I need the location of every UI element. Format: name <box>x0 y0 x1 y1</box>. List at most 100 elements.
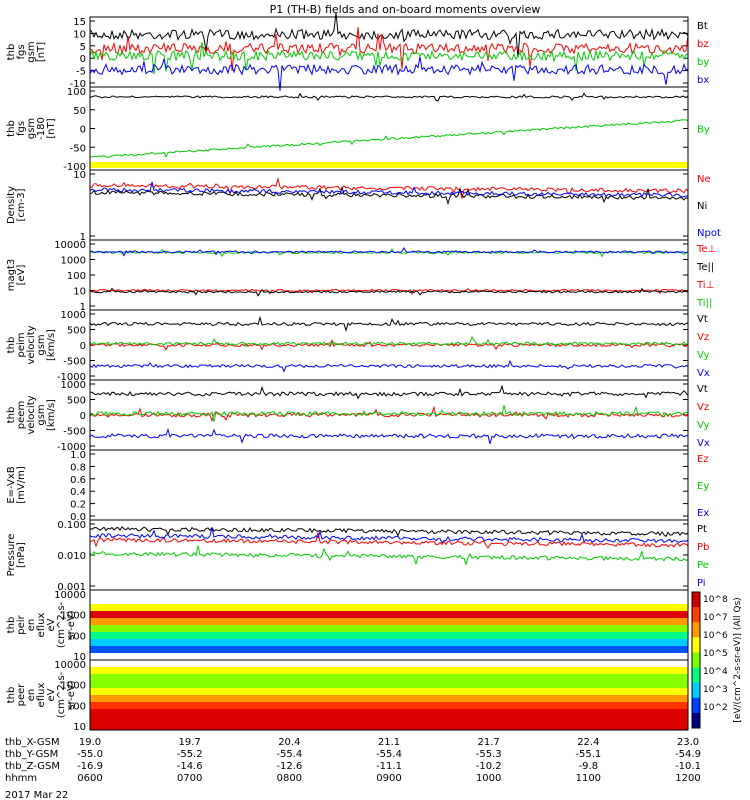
x-tick-label: 19.7 <box>179 737 201 748</box>
y-label-line: gsm <box>26 41 37 62</box>
spectrogram-band <box>90 604 688 612</box>
tick-label: 100 <box>67 701 86 712</box>
y-label-line: peim <box>16 332 27 357</box>
series-line <box>89 56 689 91</box>
series-line <box>89 405 689 422</box>
series-line <box>89 181 689 198</box>
x-tick-label: 1100 <box>576 773 601 784</box>
legend-entry: bx <box>697 75 709 86</box>
spectrogram-band <box>90 639 688 647</box>
y-label-line: (cm^2-s- <box>56 601 67 648</box>
y-label-line: eV <box>46 618 57 631</box>
y-label-line: [eV] <box>16 265 27 286</box>
legend-entry: bz <box>697 39 709 50</box>
tick-label: 0.8 <box>70 462 86 473</box>
date-label: 2017 Mar 22 <box>5 790 68 800</box>
tick-label: -10 <box>70 79 86 90</box>
series-line <box>89 405 689 423</box>
x-tick-label: -55.4 <box>376 749 402 760</box>
tick-label: 0.0 <box>70 512 86 523</box>
y-label-line: thb <box>6 337 17 354</box>
y-label-line: fgs <box>16 121 27 136</box>
spectrogram-band <box>90 716 688 724</box>
y-label-line: [cm-3] <box>16 188 27 221</box>
spectrogram-band <box>90 625 688 633</box>
colorbar-tick-label: 10^6 <box>703 631 728 641</box>
legend-entry: Pi <box>697 578 706 589</box>
y-label-line: thb <box>6 407 17 424</box>
x-tick-label: 21.7 <box>478 737 500 748</box>
spectrogram-band <box>90 597 688 604</box>
x-tick-label: -14.6 <box>177 761 203 772</box>
panel-temp: 10000 1000 100 10 1 magt3 [eV] Te⊥ Te|| Ti⊥ Ti|| <box>6 239 716 313</box>
y-label-line: eV <box>46 688 57 701</box>
legend-entry: Vy <box>697 420 710 431</box>
spectrogram-band <box>90 695 688 703</box>
x-tick-label: 0600 <box>77 773 102 784</box>
tick-label: 100 <box>67 87 86 98</box>
tick-label: 10 <box>73 722 86 733</box>
panel-frame <box>89 659 689 731</box>
tick-label: 0.4 <box>70 487 86 498</box>
spectrogram-band <box>90 667 688 675</box>
tick-label: 15 <box>73 17 86 28</box>
panel-fgs2: 100 50 0 -50 -100 thb fgs gsm -180 [nT] By <box>6 86 710 173</box>
x-tick-label: 23.0 <box>677 737 699 748</box>
spectrogram-band <box>90 618 688 626</box>
tick-label: 10 <box>73 287 86 298</box>
colorbar-swatch <box>692 607 700 623</box>
spectrogram-band <box>90 590 688 597</box>
series-line <box>89 384 689 400</box>
tick-label: -1000 <box>57 372 86 383</box>
spectrogram-band <box>90 723 688 731</box>
tick-label: 10 <box>73 170 86 181</box>
series-line <box>90 532 689 549</box>
series-line <box>89 92 689 102</box>
panel-peim: 1000 500 0 -500 -1000 thb peim velocity gsm [km/s… <box>6 309 710 383</box>
y-label-line: Density <box>6 186 17 224</box>
legend-entry: Ey <box>697 481 709 492</box>
spectrogram-band <box>90 702 688 710</box>
series-line <box>89 119 689 158</box>
x-row-label: thb_X-GSM <box>5 737 60 748</box>
spectrogram-band <box>90 660 688 667</box>
panel-frame <box>89 169 689 241</box>
tick-label: -1000 <box>57 442 86 453</box>
figure-title: P1 (TH-B) fields and on-board moments ov… <box>270 3 541 16</box>
tick-label: -5 <box>76 67 86 78</box>
y-label-line: velocity <box>26 395 37 434</box>
tick-label: 0.010 <box>57 551 86 562</box>
series-line <box>89 185 689 206</box>
legend-entry: Vz <box>697 332 709 343</box>
tick-label: 1.0 <box>70 450 86 461</box>
y-label-line: thb <box>6 687 17 704</box>
legend-entry: Te|| <box>696 262 714 273</box>
panel-peer: 10000 1000 100 10 thb peer en eflux eV (cm^2-s-sr… <box>6 659 689 733</box>
colorbar: 10^8 10^7 10^6 10^5 10^4 10^3 10^2 [eV/(cm^2-s-… <box>691 591 743 729</box>
x-tick-label: -11.1 <box>376 761 402 772</box>
legend-entry: Vx <box>697 368 710 379</box>
legend-entry: Vt <box>697 384 708 395</box>
tick-label: 500 <box>67 396 86 407</box>
series-line <box>89 526 689 538</box>
tick-label: 10000 <box>54 660 86 671</box>
x-row-label: thb_Y-GSM <box>5 749 58 760</box>
y-label-line: peem <box>16 401 27 429</box>
panel-density: 10 1 Density [cm-3] Ne Ni Npot <box>6 169 721 243</box>
x-tick-label: -9.8 <box>579 761 599 772</box>
y-label-line: en <box>26 689 37 702</box>
x-tick-label: 0900 <box>376 773 401 784</box>
y-label-line: [nPa] <box>16 542 27 568</box>
legend-entry: Ti|| <box>696 298 712 309</box>
x-row-label: hhmm <box>5 773 37 784</box>
colorbar-tick-label: 10^2 <box>703 703 728 713</box>
spectrogram-band <box>90 653 688 660</box>
tick-label: 0 <box>80 54 86 65</box>
series-line <box>89 527 689 544</box>
x-tick-label: 19.0 <box>79 737 101 748</box>
legend-entry: Pe <box>697 560 709 571</box>
colorbar-swatch <box>692 622 700 638</box>
panel-efield: 1.00.8 0.60.4 0.20.0 E=-VxB [mV/m] Ez Ey Ex <box>6 449 709 523</box>
